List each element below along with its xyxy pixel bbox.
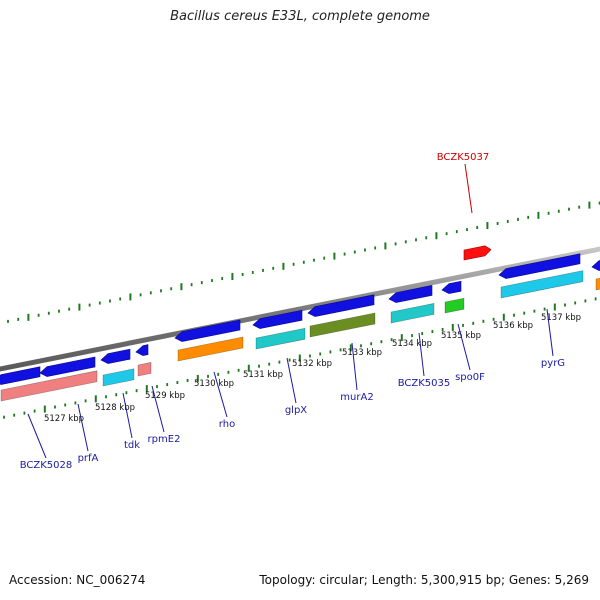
gene-label: rpmE2: [148, 434, 181, 445]
highlighted-gene-arrow: [463, 245, 492, 261]
gene-label-leader: [27, 413, 47, 459]
gene-cds-arrow: [498, 253, 581, 279]
scale-label: 5127 kbp: [44, 414, 84, 424]
gene-cds-arrow: [0, 366, 41, 385]
gene-label-leader: [151, 385, 165, 433]
gene-cog-box: [255, 327, 306, 350]
gene-cds-arrow: [388, 285, 433, 303]
gene-cds-arrow: [174, 319, 241, 342]
gene-label: tdk: [124, 440, 140, 451]
gene-cds-arrow: [100, 348, 131, 364]
gene-feature-layer: [0, 245, 600, 402]
gene-cds-arrow: [591, 260, 600, 271]
gene-label-leader: [286, 357, 297, 404]
scale-label: 5133 kbp: [342, 348, 382, 358]
gene-cog-box: [444, 297, 465, 314]
gene-label: glpX: [285, 405, 307, 416]
gene-label: prfA: [78, 453, 99, 464]
scale-label: 5129 kbp: [145, 391, 185, 401]
gene-cds-arrow: [252, 309, 303, 329]
scale-label: 5131 kbp: [243, 370, 283, 380]
gene-cog-box: [102, 368, 135, 387]
gene-label-leader: [122, 392, 133, 439]
scale-label: 5137 kbp: [541, 313, 581, 323]
gene-cds-arrow: [135, 344, 149, 356]
genome-backbone: [0, 246, 600, 372]
gene-label: murA2: [340, 392, 373, 403]
gene-cog-box: [595, 277, 600, 291]
gene-label: BCZK5035: [398, 378, 451, 389]
gene-cds-arrow: [39, 356, 96, 377]
scale-label: 5132 kbp: [292, 359, 332, 369]
gene-label: spo0F: [455, 372, 485, 383]
gene-label-leader: [546, 308, 554, 357]
gene-label-leader: [464, 163, 473, 214]
gene-cog-box: [177, 336, 244, 362]
gene-cog-box: [500, 270, 584, 299]
gene-label-leader: [457, 323, 471, 371]
gene-cog-box: [0, 370, 98, 402]
gene-cds-arrow: [307, 294, 375, 317]
map-title: Bacillus cereus E33L, complete genome: [170, 9, 430, 24]
gene-cog-box: [137, 362, 152, 377]
scale-tick-layer: [3, 201, 600, 419]
gene-cds-arrow: [441, 280, 462, 294]
scale-label: 5134 kbp: [392, 339, 432, 349]
gene-label-leader: [351, 342, 358, 391]
gene-label: pyrG: [541, 358, 565, 369]
gene-label: BCZK5037: [437, 152, 490, 163]
backbone-layer: [0, 246, 600, 372]
gene-label-leader: [77, 403, 89, 452]
gene-label: BCZK5028: [20, 460, 73, 471]
gene-label: rho: [219, 419, 235, 430]
gene-label-leader: [418, 332, 425, 377]
scale-label: 5130 kbp: [194, 379, 234, 389]
accession-text: Accession: NC_006274: [9, 573, 146, 587]
scale-label: 5128 kbp: [95, 403, 135, 413]
gene-cog-box: [390, 303, 435, 324]
gene-label-leader: [213, 371, 228, 418]
scale-label: 5136 kbp: [493, 321, 533, 331]
label-layer: 5127 kbp 5128 kbp 5129 kbp 5130 kbp 5131 kbp…: [20, 152, 581, 471]
gene-cog-box: [309, 312, 376, 338]
genome-summary-text: Topology: circular; Length: 5,300,915 bp…: [259, 573, 589, 587]
